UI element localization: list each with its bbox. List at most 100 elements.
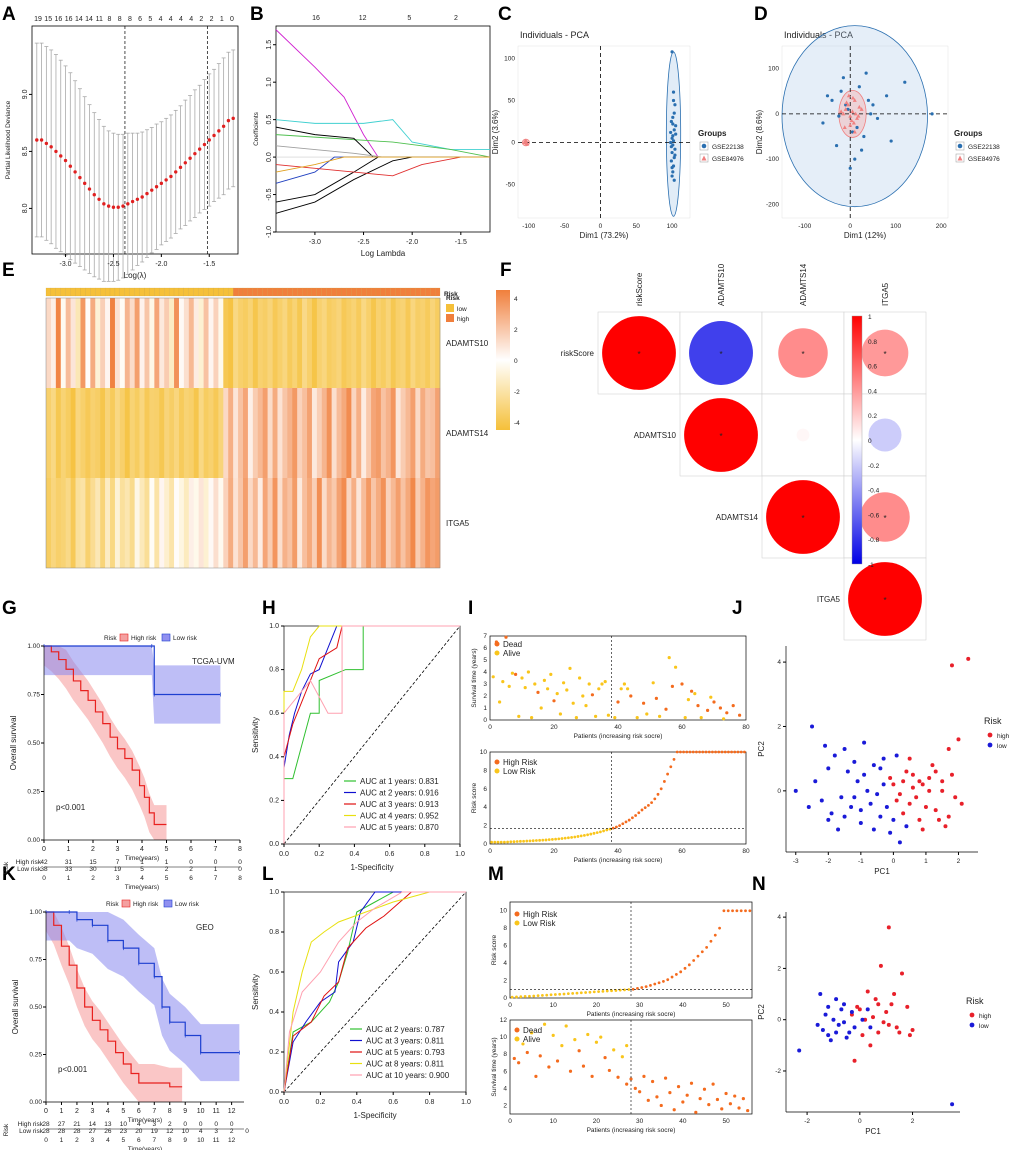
panel-i-high-risk-point xyxy=(643,806,647,810)
panel-f-circle xyxy=(684,398,758,472)
panel-k-cohort-title: GEO xyxy=(196,923,214,932)
panel-c-xlabel: Dim1 (73.2%) xyxy=(580,231,629,240)
panel-i-alive-point xyxy=(603,680,607,684)
panel-m-low-risk-point xyxy=(601,989,605,993)
panel-e-heat-cell xyxy=(223,298,229,388)
panel-g-risk-table-cell: 33 xyxy=(65,866,73,873)
panel-n-legend-title: Risk xyxy=(966,996,984,1006)
panel-j-point-low xyxy=(891,817,896,822)
panel-m-low-risk-point xyxy=(605,989,609,993)
panel-i-alive-point xyxy=(520,676,524,680)
panel-e-heat-cell xyxy=(70,478,76,568)
panel-m-alive-point xyxy=(521,1042,525,1046)
panel-a-top-tick-9: 8 xyxy=(128,16,132,23)
panel-d-legend-label-1: GSE84976 xyxy=(968,156,1000,163)
panel-f-sig-star: * xyxy=(801,350,804,359)
panel-j-point-high xyxy=(894,798,899,803)
panel-f-col-label-0: riskScore xyxy=(635,272,644,306)
panel-k-xtick: 4 xyxy=(106,1108,110,1115)
panel-j-point-high xyxy=(930,763,935,768)
panel-a-point xyxy=(102,202,106,206)
panel-e-heat-cell xyxy=(282,478,288,568)
panel-a-point xyxy=(154,185,159,189)
panel-d-point-gse84976 xyxy=(844,100,849,105)
panel-c-legend-tri-1 xyxy=(701,155,707,161)
panel-e-risk-annotation-cell xyxy=(430,287,436,297)
panel-n-point-high xyxy=(857,1007,862,1012)
panel-m-high-risk-point xyxy=(744,909,747,913)
panel-j-point-low xyxy=(871,827,876,832)
panel-b-ytick: 0.0 xyxy=(266,152,273,162)
panel-g-xtick: 8 xyxy=(238,846,242,853)
panel-m-low-risk-point xyxy=(528,994,531,998)
panel-i-dead-point xyxy=(629,694,633,698)
panel-e-heat-cell xyxy=(228,478,234,568)
panel-m-high-risk-point xyxy=(739,909,743,913)
panel-i-high-risk-point xyxy=(679,750,682,754)
panel-a-top-tick-5: 14 xyxy=(85,16,93,23)
panel-i-alive-point xyxy=(622,682,627,686)
panel-k-risk-table-cell: 0 xyxy=(245,1128,249,1135)
panel-i-low-risk-point xyxy=(496,840,500,844)
panel-e-heat-cell xyxy=(90,388,96,478)
panel-m-survival-xtick: 30 xyxy=(636,1118,644,1125)
panel-m-survival-ytick: 12 xyxy=(500,1017,508,1024)
panel-e-heat-cell xyxy=(55,388,62,478)
panel-a-point xyxy=(150,188,154,192)
panel-l-legend-label-3: AUC at 8 years: 0.811 xyxy=(366,1060,445,1069)
panel-g-xtick: 2 xyxy=(91,846,95,853)
panel-i-dead-point xyxy=(731,704,735,708)
panel-e-heat-cell xyxy=(75,478,81,568)
panel-i-low-risk-point xyxy=(560,837,564,840)
panel-c-ytick: 0 xyxy=(511,139,515,146)
panel-f-col-label-1: ADAMTS10 xyxy=(717,263,726,306)
panel-i-survival-ytick: 3 xyxy=(483,681,487,688)
panel-i-high-risk-point xyxy=(727,750,730,754)
panel-e-risk-annotation-cell xyxy=(242,287,249,297)
panel-n-point-low xyxy=(860,1017,865,1022)
panel-g-cohort-title: TCGA-UVM xyxy=(192,657,235,666)
panel-letter-K: K xyxy=(2,864,16,885)
panel-n-point-high xyxy=(894,1025,899,1030)
panel-c-point-gse22138 xyxy=(673,153,677,157)
panel-c-point-gse22138 xyxy=(671,122,675,126)
panel-e-heat-cell xyxy=(174,388,180,478)
panel-d-point-gse22138 xyxy=(862,134,866,139)
panel-j-point-low xyxy=(862,740,867,745)
panel-k-risk-table-cell: 21 xyxy=(73,1121,81,1128)
panel-k-risk-table-xtick: 3 xyxy=(91,1137,95,1144)
panel-c-point-gse22138 xyxy=(670,150,674,155)
panel-f-circle xyxy=(689,321,753,385)
panel-c-point-gse84976 xyxy=(525,141,530,146)
panel-e-heat-cell xyxy=(361,388,367,478)
panel-k-legend-swatch-high xyxy=(121,899,131,908)
panel-e-risk-annotation-cell xyxy=(311,287,317,297)
panel-e-risk-annotation-cell xyxy=(361,287,367,297)
panel-e-heat-cell xyxy=(169,388,175,478)
panel-e-heat-cell xyxy=(267,298,273,388)
panel-e-heat-cell xyxy=(100,388,106,478)
panel-i-dead-point xyxy=(616,700,620,704)
panel-j-point-low xyxy=(862,772,867,777)
panel-i-high-risk-point xyxy=(698,750,701,754)
panel-e-risk-annotation-cell xyxy=(139,287,145,297)
panel-j-point-high xyxy=(888,775,893,780)
panel-b-top-tick-1: 12 xyxy=(359,15,367,22)
panel-e-risk-annotation-cell xyxy=(385,287,391,297)
panel-m-risk-legend-label-low: Low Risk xyxy=(523,919,556,928)
panel-e-risk-annotation-cell xyxy=(154,287,160,297)
panel-a-point xyxy=(221,124,226,129)
panel-g-ytick: 0.25 xyxy=(27,789,40,796)
panel-m-dead-point xyxy=(590,1074,594,1078)
panel-e-risk-annotation-cell xyxy=(129,287,135,297)
panel-h-ytick: 0.6 xyxy=(269,710,279,717)
panel-d-ytick: -100 xyxy=(766,156,779,163)
panel-e-heat-cell xyxy=(144,388,150,478)
panel-m-alive-point xyxy=(573,1038,577,1042)
panel-k-xlabel: Time(years) xyxy=(128,1117,162,1124)
panel-a-xtick: -2.0 xyxy=(155,261,167,268)
panel-g-xtick: 7 xyxy=(214,846,218,853)
panel-k-risk-table-cell: 13 xyxy=(104,1121,112,1128)
panel-j-ytick: 4 xyxy=(777,659,781,666)
panel-n-point-high xyxy=(889,1002,894,1007)
